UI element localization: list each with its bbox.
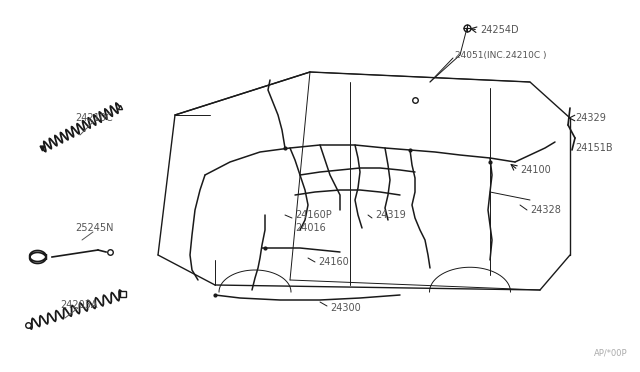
Text: 24051(INC.24210C ): 24051(INC.24210C ) [455, 51, 547, 60]
Text: 24329: 24329 [575, 113, 606, 123]
Text: 24254D: 24254D [480, 25, 518, 35]
Text: 25245N: 25245N [75, 223, 113, 233]
Text: 24203A: 24203A [60, 300, 97, 310]
Text: 24328: 24328 [530, 205, 561, 215]
Text: 24160P: 24160P [295, 210, 332, 220]
Text: 24300: 24300 [330, 303, 361, 313]
Text: AP/*00P: AP/*00P [595, 349, 628, 358]
Text: 24016: 24016 [295, 223, 326, 233]
Text: 24160: 24160 [318, 257, 349, 267]
Text: 24210C: 24210C [75, 113, 113, 123]
Text: 24151B: 24151B [575, 143, 612, 153]
Text: 24319: 24319 [375, 210, 406, 220]
Text: 24100: 24100 [520, 165, 551, 175]
